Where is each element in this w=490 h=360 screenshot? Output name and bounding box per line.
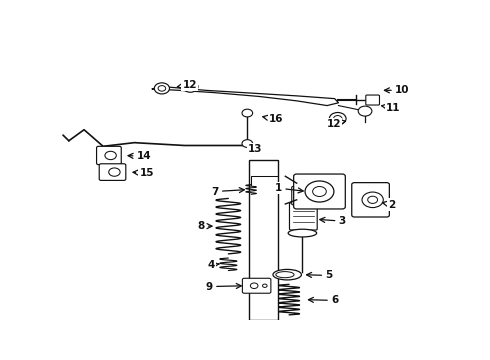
Ellipse shape (288, 229, 317, 237)
Ellipse shape (276, 271, 294, 278)
Circle shape (358, 106, 372, 116)
Circle shape (263, 284, 267, 287)
Text: 12: 12 (177, 80, 197, 90)
Text: 15: 15 (133, 168, 154, 178)
Circle shape (105, 151, 116, 159)
Text: 8: 8 (197, 221, 212, 231)
Text: 13: 13 (247, 144, 262, 154)
Text: 6: 6 (309, 296, 338, 305)
FancyBboxPatch shape (366, 95, 379, 105)
Circle shape (242, 109, 253, 117)
Bar (249, 159, 278, 320)
Circle shape (334, 116, 342, 122)
FancyBboxPatch shape (352, 183, 390, 217)
Ellipse shape (273, 269, 301, 280)
Text: 7: 7 (211, 186, 245, 197)
Text: 1: 1 (275, 183, 303, 193)
Polygon shape (152, 87, 339, 105)
FancyBboxPatch shape (243, 278, 271, 293)
Circle shape (109, 168, 120, 176)
FancyBboxPatch shape (292, 186, 315, 205)
Circle shape (368, 196, 378, 203)
FancyBboxPatch shape (294, 174, 345, 209)
Circle shape (362, 192, 383, 208)
Circle shape (242, 140, 253, 148)
Circle shape (329, 112, 346, 125)
Text: 2: 2 (382, 199, 395, 210)
Text: 5: 5 (307, 270, 333, 280)
Text: 4: 4 (208, 260, 219, 270)
Text: 14: 14 (128, 151, 151, 161)
Text: 11: 11 (382, 103, 401, 113)
FancyBboxPatch shape (290, 203, 317, 230)
Circle shape (183, 81, 198, 92)
FancyBboxPatch shape (99, 164, 126, 180)
Text: 16: 16 (263, 114, 283, 125)
Text: 3: 3 (320, 216, 346, 226)
FancyBboxPatch shape (97, 146, 121, 165)
Text: 12: 12 (327, 118, 345, 129)
Circle shape (187, 84, 194, 90)
Circle shape (313, 186, 326, 197)
Circle shape (250, 283, 258, 288)
Text: 9: 9 (206, 282, 241, 292)
Circle shape (154, 83, 170, 94)
Circle shape (158, 86, 166, 91)
Text: 10: 10 (385, 85, 410, 95)
Circle shape (305, 181, 334, 202)
